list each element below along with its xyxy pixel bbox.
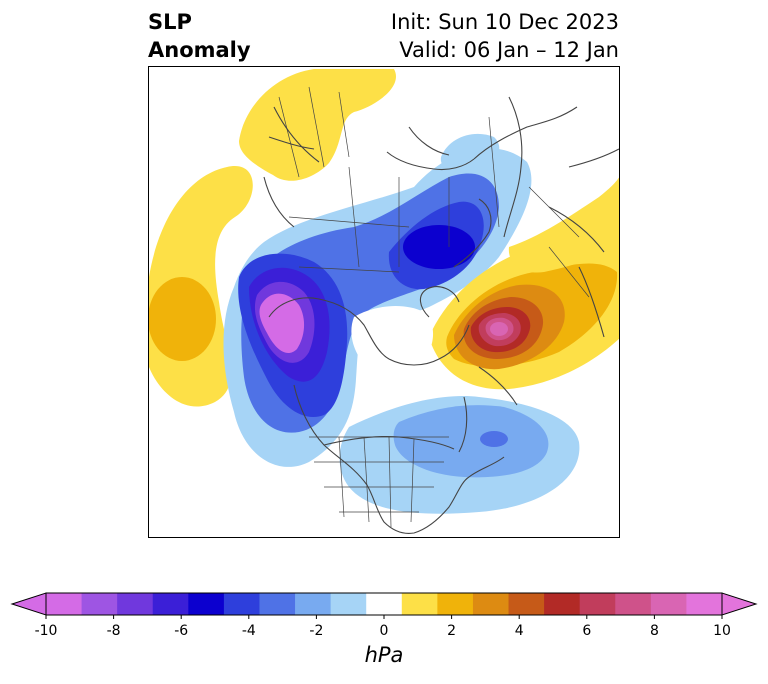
colorbar-bin bbox=[366, 593, 403, 615]
colorbar-bin bbox=[188, 593, 225, 615]
positive-anomaly-north bbox=[239, 69, 396, 181]
init-date: Init: Sun 10 Dec 2023 bbox=[390, 10, 619, 34]
colorbar-bin bbox=[330, 593, 367, 615]
colorbar-tick-label: 8 bbox=[650, 623, 659, 639]
chart-title: SLP Anomaly bbox=[148, 8, 251, 64]
colorbar-tick-label: 0 bbox=[380, 623, 389, 639]
colorbar-bin bbox=[579, 593, 616, 615]
state-borders bbox=[278, 86, 590, 528]
colorbar-over-arrow bbox=[721, 592, 758, 616]
near-zero-area bbox=[351, 305, 434, 379]
colorbar: -10 -8 -6 -4 -2 0 2 4 6 8 10 bbox=[0, 585, 768, 684]
forecast-dates: Init: Sun 10 Dec 2023 Valid: 06 Jan – 12… bbox=[391, 8, 619, 64]
colorbar-tick-label: -6 bbox=[174, 623, 188, 639]
valid-range: Valid: 06 Jan – 12 Jan bbox=[399, 38, 619, 62]
colorbar-bin bbox=[508, 593, 545, 615]
colorbar-bin bbox=[472, 593, 510, 615]
colorbar-graphic: -10 -8 -6 -4 -2 0 2 4 6 8 10 bbox=[10, 592, 758, 639]
colorbar-bin bbox=[259, 593, 296, 615]
colorbar-bin bbox=[117, 593, 154, 615]
colorbar-bin bbox=[544, 593, 581, 615]
colorbar-bin bbox=[81, 593, 118, 615]
negative-anomaly-deep bbox=[388, 201, 484, 290]
colorbar-bin bbox=[46, 593, 83, 615]
title-variable: SLP bbox=[148, 10, 192, 34]
colorbar-tick-label: -8 bbox=[107, 623, 121, 639]
colorbar-bin bbox=[615, 593, 652, 615]
colorbar-tick-label: -4 bbox=[242, 623, 256, 639]
colorbar-under-arrow bbox=[10, 592, 47, 616]
colorbar-tick-label: 10 bbox=[713, 623, 731, 639]
colorbar-bin bbox=[152, 593, 189, 615]
colorbar-bin bbox=[401, 593, 438, 615]
map-panel bbox=[148, 66, 620, 538]
anomaly-map bbox=[149, 69, 619, 534]
colorbar-tick-label: -10 bbox=[35, 623, 58, 639]
colorbar-tick-label: -2 bbox=[309, 623, 323, 639]
negative-anomaly-alaska bbox=[238, 253, 348, 418]
colorbar-bin bbox=[295, 593, 332, 615]
positive-anomaly-europe bbox=[508, 177, 619, 273]
colorbar-tick-label: 2 bbox=[447, 623, 456, 639]
title-anomaly: Anomaly bbox=[148, 38, 251, 62]
colorbar-bin bbox=[650, 593, 687, 615]
colorbar-tick-label: 4 bbox=[515, 623, 524, 639]
colorbar-unit: hPa bbox=[364, 643, 404, 667]
colorbar-bin bbox=[437, 593, 474, 615]
colorbar-tick-label: 6 bbox=[582, 623, 591, 639]
colorbar-bin bbox=[223, 593, 260, 615]
colorbar-bin bbox=[686, 593, 723, 615]
